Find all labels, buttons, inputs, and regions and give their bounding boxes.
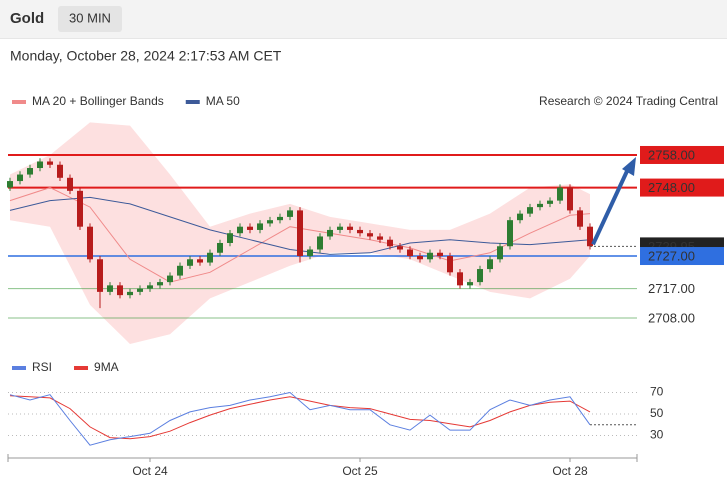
x-tick-label: Oct 24 <box>132 464 168 478</box>
candle-body <box>577 210 583 227</box>
level-label-box <box>640 247 724 266</box>
candle-body <box>427 252 433 260</box>
y-tick-label: 30 <box>650 428 664 442</box>
candle-body <box>17 174 23 182</box>
candle-body <box>47 161 53 165</box>
candle-body <box>67 177 73 191</box>
candle-body <box>247 226 253 230</box>
candle-body <box>177 265 183 276</box>
timestamp: Monday, October 28, 2024 2:17:53 AM CET <box>10 48 282 64</box>
level-label: 2748.00 <box>648 180 695 195</box>
candle-body <box>327 229 333 237</box>
candle-body <box>197 259 203 263</box>
level-label-box <box>640 178 724 197</box>
instrument-title: Gold <box>10 10 44 27</box>
candle-body <box>407 249 413 257</box>
candle-body <box>237 226 243 234</box>
legend-label: MA 50 <box>206 94 240 108</box>
rsi-panel: 70 50 30 RSI 9MA <box>8 360 664 446</box>
candle-body <box>437 252 443 257</box>
candle-body <box>417 256 423 260</box>
level-label: 2708.00 <box>648 310 695 325</box>
forecast-arrow <box>591 168 630 246</box>
candle-body <box>127 291 133 296</box>
candle-body <box>337 226 343 230</box>
rsi-line <box>9 391 591 446</box>
candle-body <box>117 285 123 296</box>
candle-body <box>347 226 353 230</box>
level-label: 2727.00 <box>648 248 695 263</box>
candle-body <box>587 226 593 247</box>
x-tick-label: Oct 25 <box>342 464 378 478</box>
legend-swatch <box>12 366 26 370</box>
candle-body <box>517 213 523 221</box>
candle-body <box>227 233 233 243</box>
level-label-box <box>640 145 724 164</box>
candle-body <box>367 233 373 237</box>
candle-body <box>457 272 463 286</box>
candle-body <box>557 187 563 201</box>
y-tick-label: 70 <box>650 385 664 399</box>
candle-body <box>447 256 453 273</box>
candle-body <box>387 239 393 247</box>
divider <box>0 38 727 39</box>
legend-label: RSI <box>32 360 52 374</box>
interval-tab[interactable] <box>58 6 122 32</box>
candle-body <box>317 236 323 250</box>
price-panel: 2729.952758.002748.002727.002717.002708.… <box>7 94 724 478</box>
candle-body <box>487 259 493 270</box>
candle-body <box>297 210 303 257</box>
candle-body <box>137 288 143 292</box>
candle-body <box>87 226 93 260</box>
x-tick-label: Oct 28 <box>552 464 588 478</box>
y-tick-label: 50 <box>650 406 664 420</box>
candle-body <box>527 207 533 214</box>
legend-swatch <box>185 100 200 104</box>
candle-body <box>257 223 263 230</box>
candle-body <box>277 216 283 221</box>
candle-body <box>207 252 213 263</box>
rsi-line <box>9 395 591 440</box>
legend-label: MA 20 + Bollinger Bands <box>32 94 164 108</box>
legend-swatch <box>74 366 89 370</box>
legend-label: 9MA <box>94 360 119 374</box>
level-label: 2758.00 <box>648 147 695 162</box>
candle-body <box>167 275 173 283</box>
candle-body <box>27 168 33 175</box>
candle-body <box>537 203 543 208</box>
forecast-arrowhead <box>622 156 636 176</box>
candle-body <box>547 200 553 204</box>
candle-body <box>397 246 403 250</box>
candle-body <box>107 285 113 292</box>
candle-body <box>187 259 193 266</box>
interval-label[interactable]: 30 MIN <box>69 10 111 25</box>
level-label: 2717.00 <box>648 281 695 296</box>
candle-body <box>217 242 223 253</box>
legend-swatch <box>12 100 26 104</box>
candle-body <box>357 229 363 234</box>
candle-body <box>37 161 43 169</box>
candle-body <box>307 249 313 257</box>
credit: Research © 2024 Trading Central <box>539 94 718 108</box>
candle-body <box>157 282 163 286</box>
candle-body <box>477 269 483 283</box>
candle-body <box>467 282 473 286</box>
candle-body <box>267 220 273 224</box>
candle-body <box>77 190 83 227</box>
candle-body <box>147 285 153 289</box>
candle-body <box>497 246 503 260</box>
candle-body <box>507 220 513 247</box>
candle-body <box>287 210 293 217</box>
candle-body <box>567 187 573 211</box>
candle-body <box>57 164 63 178</box>
candle-body <box>7 181 13 188</box>
candle-body <box>97 259 103 292</box>
candle-body <box>377 236 383 240</box>
